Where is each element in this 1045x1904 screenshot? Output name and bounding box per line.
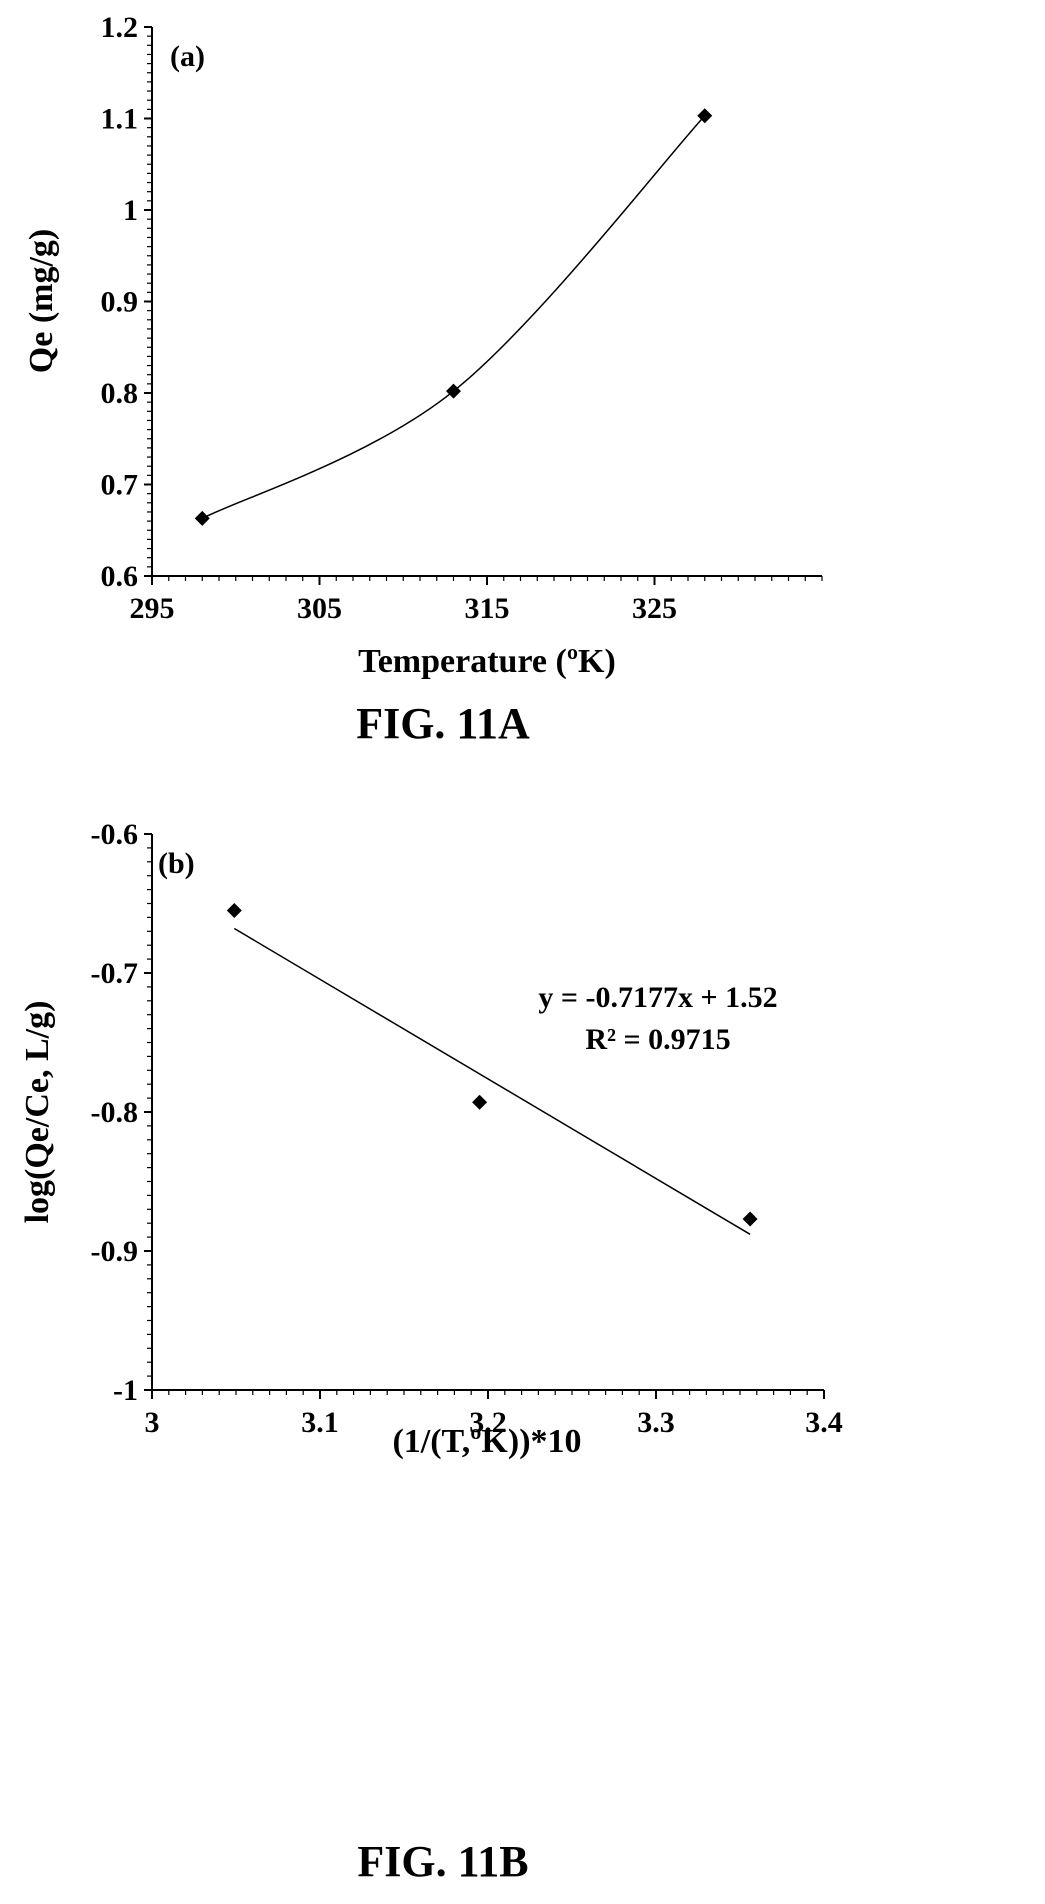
smooth-trend-curve [201, 115, 706, 520]
data-point-diamond [226, 902, 242, 918]
panel-label-a: (a) [170, 40, 205, 73]
y-tick-label: 0.9 [101, 286, 139, 319]
y-tick-label: 0.6 [101, 560, 139, 593]
y-tick-label: 1 [123, 194, 138, 227]
x-tick-label: 305 [297, 592, 342, 625]
y-axis-title: log(Qe/Ce, L/g) [19, 1001, 56, 1224]
figure-caption-b: FIG. 11B [357, 1837, 528, 1886]
y-tick-label: 1.2 [101, 11, 139, 44]
x-tick-label: 325 [632, 592, 677, 625]
x-tick-label: 3.1 [301, 1406, 339, 1439]
figure-caption-a: FIG. 11A [356, 699, 530, 748]
y-tick-label: 0.7 [101, 469, 139, 502]
x-tick-label: 3.3 [637, 1406, 675, 1439]
x-tick-label: 3.2 [469, 1406, 507, 1439]
x-tick-label: 315 [465, 592, 510, 625]
trendline-r-squared: R² = 0.9715 [585, 1023, 730, 1056]
data-point-diamond [742, 1211, 758, 1227]
x-tick-label: 3.4 [805, 1406, 843, 1439]
x-tick-label: 3 [145, 1406, 160, 1439]
y-tick-label: -0.7 [91, 957, 139, 990]
chart-panel-b: -1 -0.9 -0.8 -0.7 -0.6 3 3.1 3.2 3.3 3.4 (b) y = … [19, 818, 843, 1886]
data-point-diamond [472, 1094, 488, 1110]
x-tick-label: 295 [130, 592, 175, 625]
linear-trendline [233, 927, 751, 1235]
panel-label-b: (b) [158, 847, 195, 880]
y-tick-label: 1.1 [101, 103, 139, 136]
y-tick-label: -0.8 [91, 1096, 139, 1129]
y-tick-label: -0.6 [91, 818, 139, 851]
y-axis-title: Qe (mg/g) [23, 229, 60, 373]
x-axis-title: (1/(T,ºK))*10 [392, 1423, 581, 1460]
trendline-equation: y = -0.7177x + 1.52 [538, 981, 777, 1014]
y-tick-label: -1 [113, 1374, 138, 1407]
data-point-diamond [446, 383, 461, 399]
y-tick-label: -0.9 [91, 1235, 139, 1268]
y-tick-label: 0.8 [101, 377, 139, 410]
data-point-diamond [194, 510, 210, 526]
x-axis-title: Temperature (ºK) [358, 643, 616, 680]
data-point-diamond [697, 108, 713, 124]
chart-panel-a: 0.6 0.7 0.8 0.9 1 1.1 1.2 295 305 315 325 (a) Temp… [23, 11, 823, 748]
